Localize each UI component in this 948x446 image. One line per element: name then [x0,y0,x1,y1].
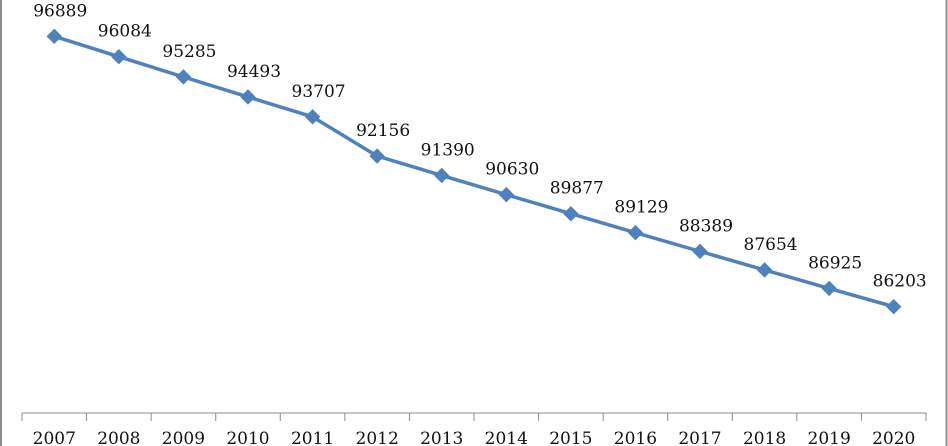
data-point-marker [175,69,192,85]
data-label: 96889 [33,1,87,21]
data-point-marker [240,89,256,105]
data-label: 86203 [873,272,927,292]
x-tick-label: 2010 [226,429,269,446]
data-label: 92156 [356,121,410,141]
x-tick-label: 2018 [743,429,786,446]
x-tick-label: 2015 [549,429,592,446]
series-markers [46,28,902,315]
data-label: 95285 [162,42,216,62]
data-point-marker [886,298,902,315]
data-point-marker [434,167,450,184]
data-label: 86925 [808,253,862,273]
data-point-marker [563,206,579,222]
x-tick-label: 2012 [356,429,399,446]
data-label: 91390 [421,140,475,160]
x-tick-label: 2016 [614,429,657,446]
data-point-marker [46,28,62,45]
data-label: 93707 [292,82,346,102]
data-label: 90630 [485,160,539,180]
x-tick-label: 2014 [485,429,528,446]
data-label: 89877 [550,179,604,199]
x-axis-ticks [21,413,927,421]
x-axis-tick-labels: 2007 2008 2009 2010 2011 2012 2013 2014 2015 2016… [33,429,916,446]
x-tick-label: 2007 [33,429,76,446]
x-tick-label: 2008 [97,429,140,446]
x-tick-label: 2019 [808,429,851,446]
x-tick-label: 2009 [162,429,205,446]
data-labels: 96889 96084 95285 94493 93707 92156 91390 90630… [33,1,927,291]
data-label: 94493 [227,62,281,82]
data-point-marker [304,109,321,125]
data-label: 89129 [614,198,668,218]
data-label: 87654 [744,235,798,255]
data-point-marker [111,48,127,65]
series-line [52,34,896,309]
x-tick-label: 2011 [291,429,334,446]
data-point-marker [821,280,837,297]
data-point-marker [498,186,514,203]
data-point-marker [692,243,708,260]
data-label: 96084 [98,22,152,42]
data-point-marker [756,262,773,278]
data-label: 88389 [679,216,733,236]
x-tick-label: 2013 [420,429,463,446]
x-tick-label: 2020 [872,429,915,446]
data-point-marker [369,148,385,164]
x-tick-label: 2017 [678,429,721,446]
data-point-marker [627,224,644,241]
